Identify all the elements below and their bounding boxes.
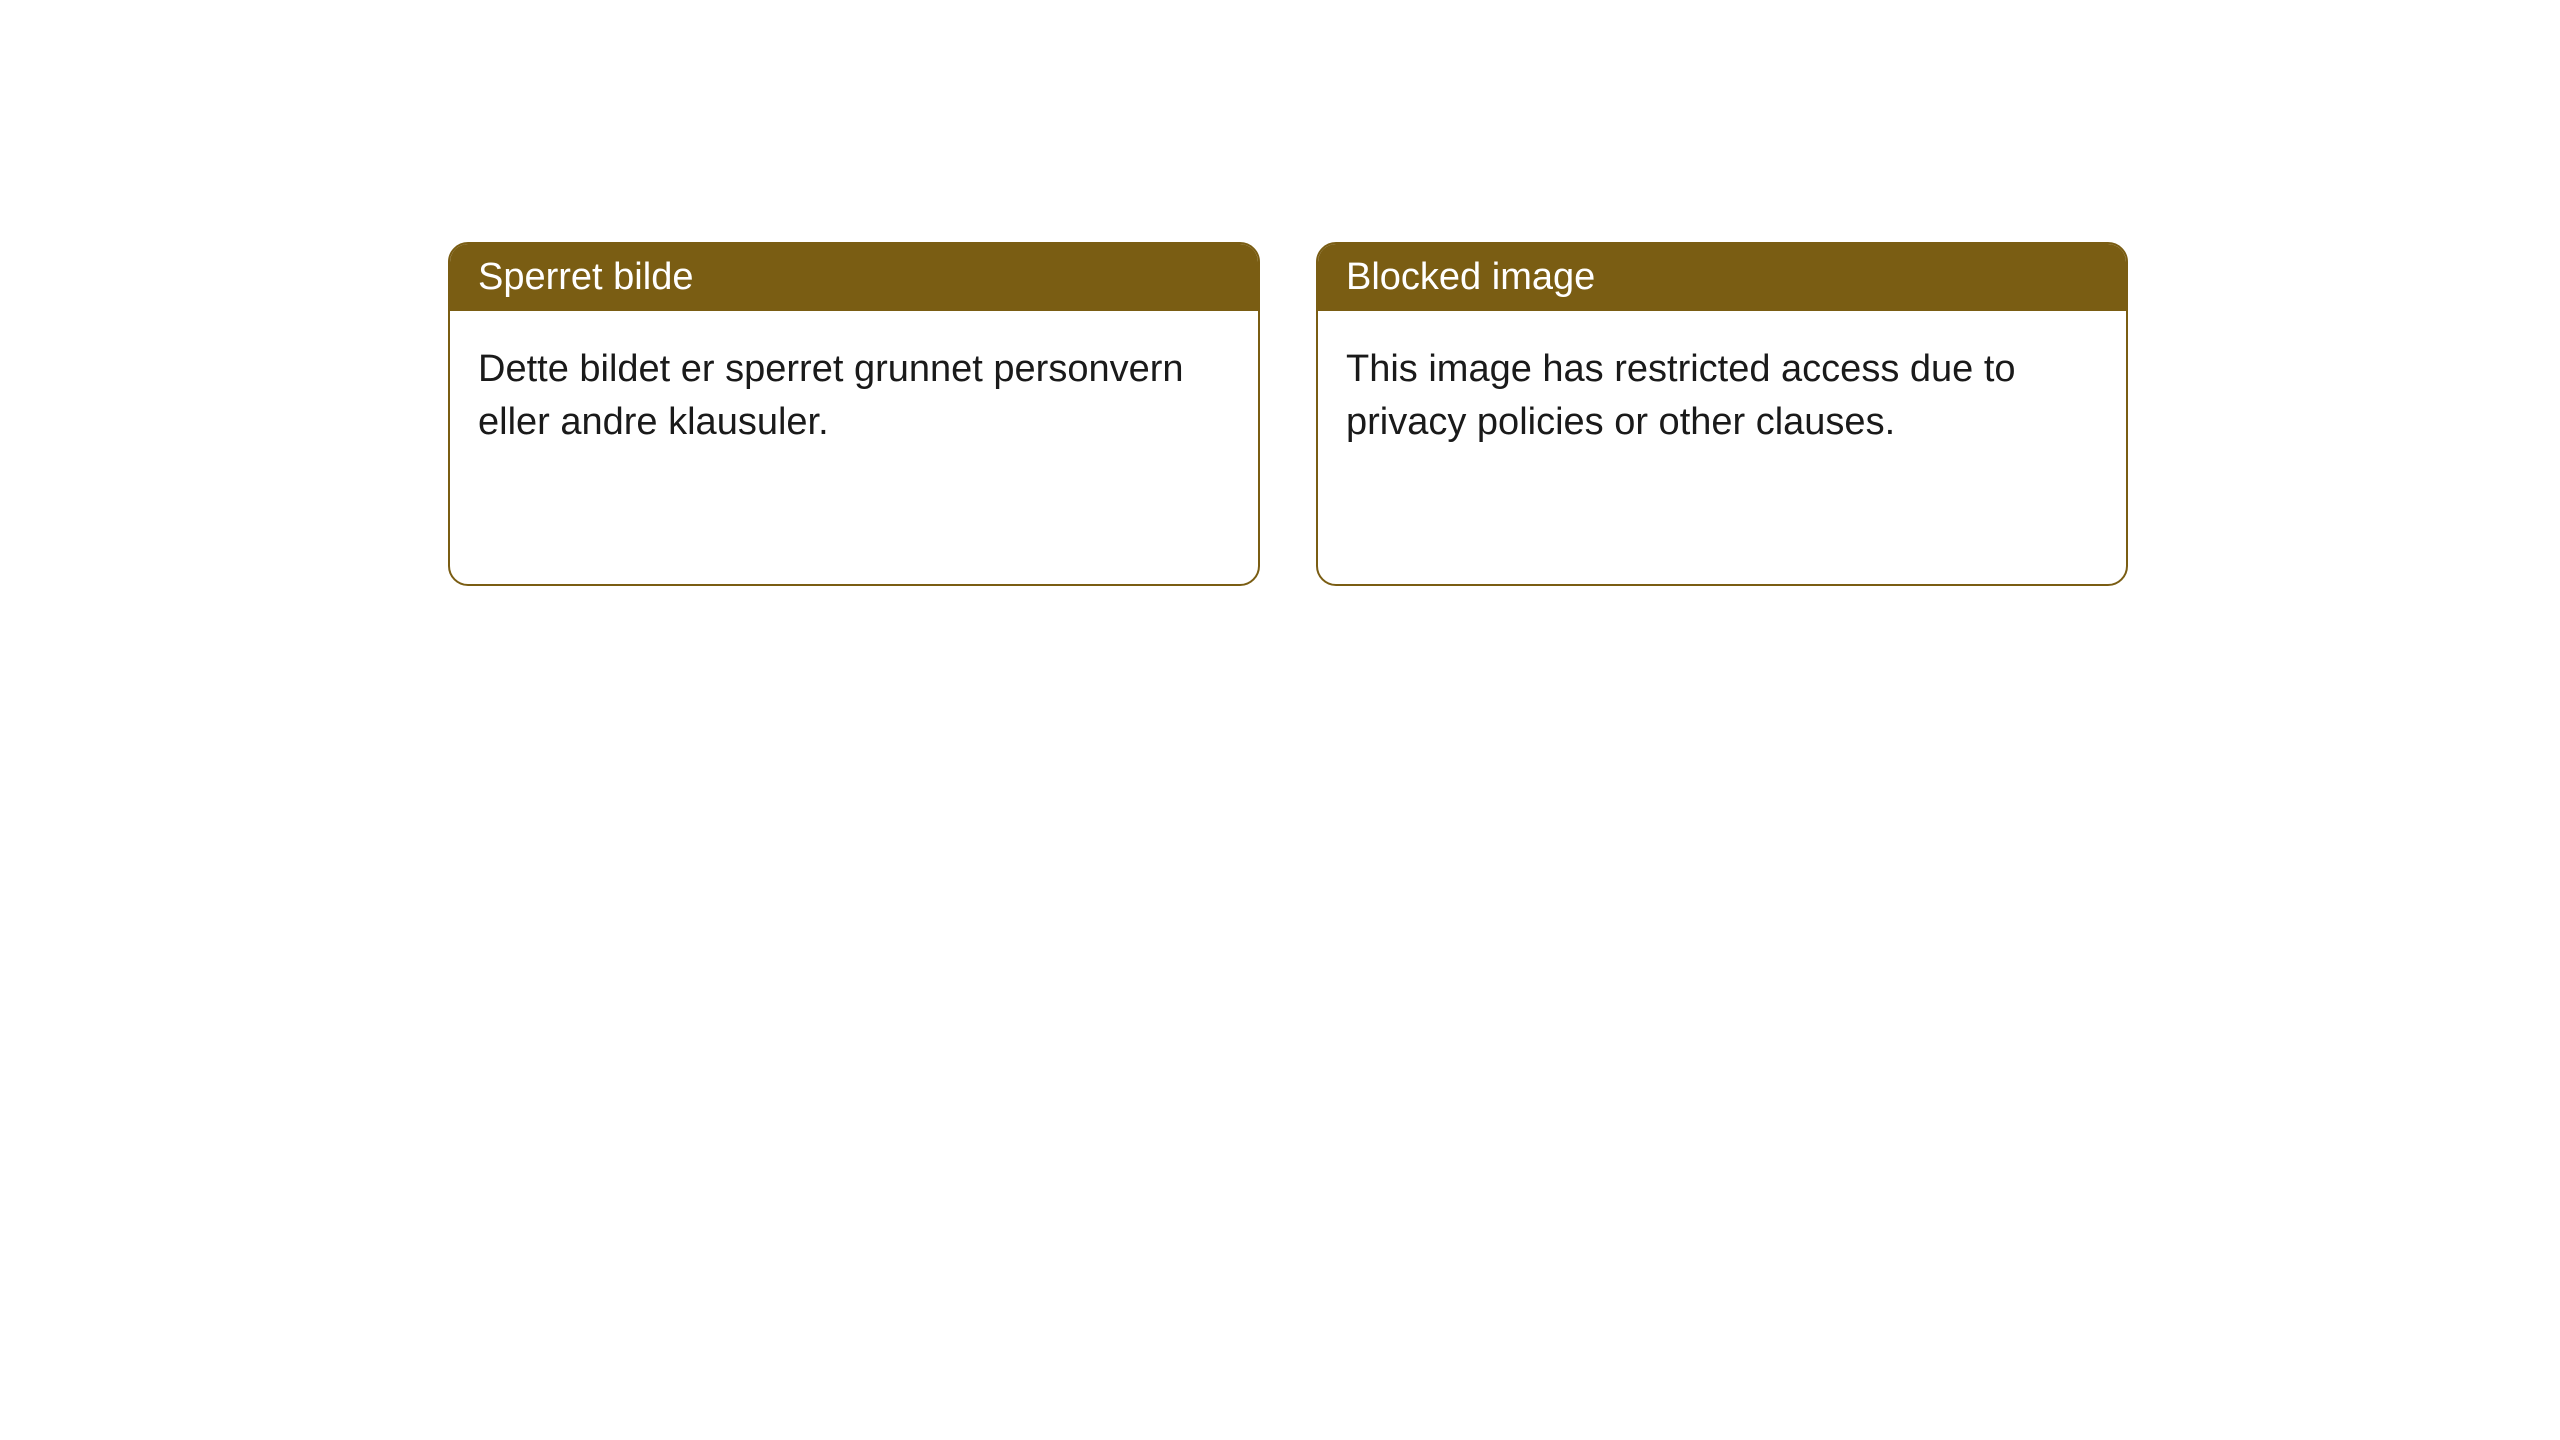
blocked-image-card-no: Sperret bilde Dette bildet er sperret gr… — [448, 242, 1260, 586]
card-header-no: Sperret bilde — [450, 244, 1258, 311]
blocked-image-card-en: Blocked image This image has restricted … — [1316, 242, 2128, 586]
card-body-en: This image has restricted access due to … — [1318, 311, 2126, 481]
card-body-no: Dette bildet er sperret grunnet personve… — [450, 311, 1258, 481]
card-header-en: Blocked image — [1318, 244, 2126, 311]
card-container: Sperret bilde Dette bildet er sperret gr… — [0, 0, 2560, 586]
